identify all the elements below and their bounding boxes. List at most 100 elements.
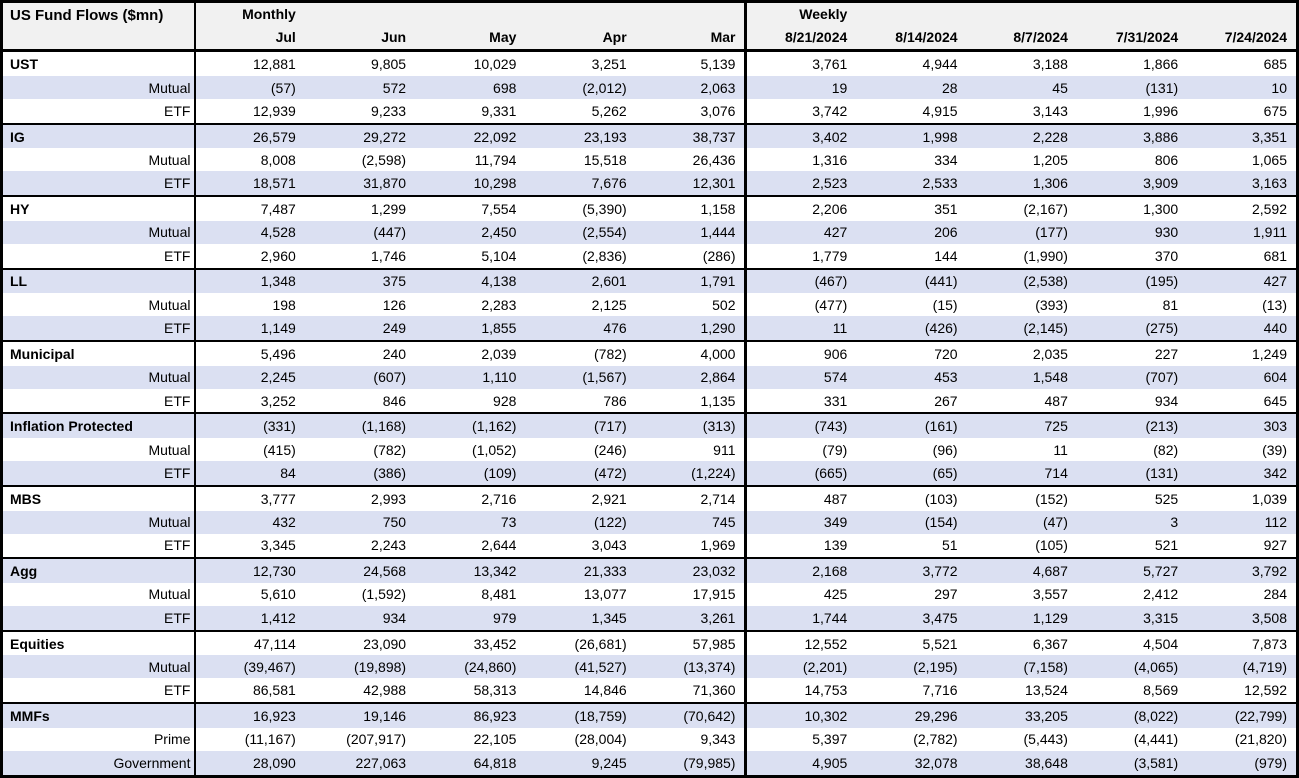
cell-value: (1,567) bbox=[582, 369, 627, 386]
cell-value: (11,167) bbox=[244, 731, 296, 748]
cell-value: 1,205 bbox=[1032, 151, 1068, 168]
cell-value: 906 bbox=[744, 340, 857, 366]
cell-value: 572 bbox=[382, 79, 407, 96]
cell-value: 3,345 bbox=[260, 537, 296, 554]
cell-value: 521 bbox=[1154, 537, 1179, 554]
cell-value: 1,412 bbox=[260, 609, 296, 626]
cell-value: 2,601 bbox=[525, 267, 636, 294]
sub-row: Mutual (57) 572 698 (2,012) 2,063 19 28 45 (131) 1… bbox=[1, 76, 1298, 100]
cell-value: 32,078 bbox=[914, 754, 958, 771]
sub-row: Prime (11,167) (207,917) 22,105 (28,004) 9,34… bbox=[1, 727, 1298, 751]
category-label: MMFs bbox=[1, 702, 196, 728]
column-header-jul: Jul bbox=[194, 25, 305, 52]
cell-value: (213) bbox=[1076, 412, 1188, 439]
header-group-row: US Fund Flows ($mn) Monthly Weekly bbox=[1, 1, 1298, 52]
cell-value: 12,592 bbox=[1244, 682, 1287, 699]
cell-value: (313) bbox=[635, 412, 746, 439]
category-label: Inflation Protected bbox=[1, 412, 196, 439]
cell-value: (707) bbox=[1145, 369, 1179, 386]
sub-row-label: Mutual bbox=[1, 148, 196, 172]
cell-value: 685 bbox=[1263, 56, 1287, 72]
column-header-may: May bbox=[415, 25, 526, 52]
cell-value: (122) bbox=[594, 514, 627, 531]
cell-value: 71,360 bbox=[692, 682, 736, 699]
cell-value: 4,944 bbox=[922, 56, 958, 72]
weekly-header: Weekly bbox=[744, 1, 857, 26]
column-header-apr: Apr bbox=[525, 25, 636, 52]
cell-value: (131) bbox=[1145, 79, 1179, 96]
cell-value: 1,110 bbox=[482, 369, 517, 386]
cell-value: (1,592) bbox=[361, 586, 407, 603]
cell-value: 15,518 bbox=[583, 151, 627, 168]
cell-value: (96) bbox=[932, 441, 958, 458]
cell-value: 2,450 bbox=[481, 224, 517, 241]
sub-row: ETF 3,345 2,243 2,644 3,043 1,969 139 51 (105) 52… bbox=[1, 533, 1298, 559]
cell-value: (1,052) bbox=[472, 441, 517, 458]
cell-value: (70,642) bbox=[635, 702, 746, 728]
cell-value: 12,730 bbox=[194, 557, 305, 583]
cell-value: 1,548 bbox=[1032, 369, 1068, 386]
category-row: Municipal 5,496 240 2,039 (782) 4,000 906 720 2,… bbox=[1, 340, 1298, 366]
cell-value: 934 bbox=[1154, 392, 1179, 409]
cell-value: (19,898) bbox=[353, 658, 407, 675]
cell-value: 284 bbox=[1263, 586, 1287, 603]
cell-value: (2,554) bbox=[582, 224, 627, 241]
cell-value: 8,481 bbox=[481, 586, 517, 603]
cell-value: 5,496 bbox=[194, 340, 305, 366]
cell-value: (2,195) bbox=[913, 658, 958, 675]
cell-value: 2,125 bbox=[591, 296, 627, 313]
cell-value: (39) bbox=[1262, 441, 1287, 458]
cell-value: 227 bbox=[1076, 340, 1188, 366]
cell-value: (607) bbox=[373, 369, 407, 386]
cell-value: 3,143 bbox=[1032, 102, 1068, 119]
cell-value: 4,915 bbox=[922, 102, 958, 119]
cell-value: 26,436 bbox=[692, 151, 736, 168]
cell-value: 3 bbox=[1170, 514, 1179, 531]
cell-value: 31,870 bbox=[363, 175, 407, 192]
cell-value: 16,923 bbox=[194, 702, 305, 728]
cell-value: 1,299 bbox=[304, 195, 416, 221]
sub-row-label: Mutual bbox=[1, 510, 196, 534]
cell-value: 10,029 bbox=[473, 56, 517, 72]
cell-value: 10,298 bbox=[473, 175, 517, 192]
cell-value: 2,283 bbox=[481, 296, 517, 313]
category-row: HY 7,487 1,299 7,554 (5,390) 1,158 2,206 351 (2,… bbox=[1, 195, 1298, 221]
cell-value: (246) bbox=[594, 441, 627, 458]
cell-value: (105) bbox=[1035, 537, 1068, 554]
cell-value: 6,367 bbox=[966, 629, 1077, 656]
cell-value: 11 bbox=[744, 316, 857, 342]
cell-value: 3,557 bbox=[1032, 586, 1068, 603]
cell-value: 979 bbox=[493, 609, 517, 626]
cell-value: (18,759) bbox=[525, 702, 636, 728]
cell-value: 525 bbox=[1076, 484, 1188, 511]
sub-row-label: ETF bbox=[1, 533, 196, 559]
cell-value: 5,727 bbox=[1076, 557, 1188, 583]
cell-value: 2,039 bbox=[415, 340, 526, 366]
cell-value: (2,201) bbox=[744, 655, 857, 679]
column-header-week-2: 8/14/2024 bbox=[856, 25, 967, 52]
cell-value: 675 bbox=[1263, 102, 1287, 119]
cell-value: 227,063 bbox=[355, 754, 407, 771]
header-spacer bbox=[967, 2, 1077, 26]
cell-value: 1,996 bbox=[1143, 102, 1179, 119]
header-spacer bbox=[415, 2, 525, 26]
sub-row: ETF 1,412 934 979 1,345 3,261 1,744 3,475 1,129 3… bbox=[1, 606, 1298, 631]
cell-value: 81 bbox=[1162, 296, 1179, 313]
cell-value: 432 bbox=[272, 514, 296, 531]
cell-value: 126 bbox=[382, 296, 407, 313]
cell-value: 10,302 bbox=[744, 702, 857, 728]
cell-value: 1,866 bbox=[1143, 56, 1179, 72]
cell-value: 21,333 bbox=[525, 557, 636, 583]
cell-value: 19 bbox=[744, 76, 857, 100]
cell-value: 681 bbox=[1263, 247, 1287, 264]
column-header-week-5: 7/24/2024 bbox=[1187, 25, 1298, 52]
cell-value: 1,129 bbox=[1032, 609, 1068, 626]
cell-value: (65) bbox=[932, 465, 958, 482]
sub-row: Mutual (39,467) (19,898) (24,860) (41,527) (1… bbox=[1, 655, 1298, 679]
cell-value: 8,008 bbox=[260, 151, 296, 168]
cell-value: 1,348 bbox=[194, 267, 305, 294]
cell-value: (103) bbox=[856, 484, 967, 511]
cell-value: 7,676 bbox=[591, 175, 627, 192]
cell-value: 1,911 bbox=[1253, 224, 1287, 241]
cell-value: 9,343 bbox=[700, 731, 736, 748]
